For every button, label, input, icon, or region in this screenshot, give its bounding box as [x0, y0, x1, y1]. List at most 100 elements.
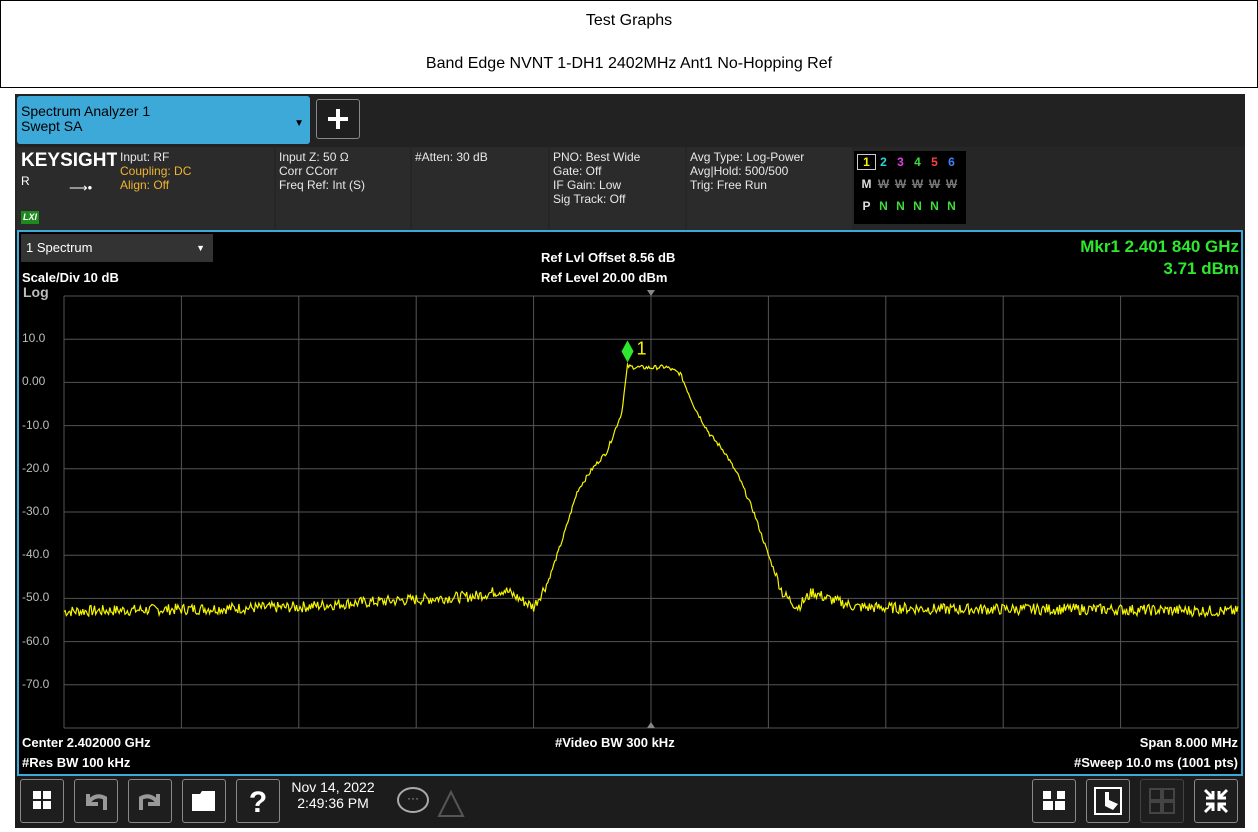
trace-mode: W	[911, 177, 924, 191]
page-subtitle: Band Edge NVNT 1-DH1 2402MHz Ant1 No-Hop…	[0, 41, 1258, 88]
trace-detector: N	[930, 199, 939, 213]
clock-date: Nov 14, 2022	[291, 779, 375, 795]
video-bw-label: #Video BW 300 kHz	[555, 735, 675, 750]
y-tick-label: -10.0	[22, 417, 50, 432]
windows-start-button[interactable]	[20, 779, 64, 823]
freq-ref-setting: Freq Ref: Int (S)	[279, 178, 366, 192]
trace-detector: N	[947, 199, 956, 213]
tab-mode: Swept SA	[21, 118, 83, 134]
svg-text:···: ···	[407, 791, 419, 805]
collapse-icon	[1203, 788, 1229, 814]
marker-number: 1	[637, 338, 647, 358]
analyzer-screenshot: Spectrum Analyzer 1 Swept SA ▼ KEYSIGHT …	[15, 94, 1245, 828]
center-freq-label: Center 2.402000 GHz	[22, 735, 151, 750]
brand-panel: KEYSIGHT R ⟶• LXI	[17, 147, 118, 230]
tab-bar: Spectrum Analyzer 1 Swept SA ▼	[15, 94, 1245, 147]
lxi-logo: LXI	[21, 211, 40, 224]
window-name: 1 Spectrum	[26, 240, 93, 255]
page-title: Test Graphs	[0, 0, 1258, 42]
avg-hold-setting: Avg|Hold: 500/500	[690, 164, 789, 178]
trace-number: 2	[880, 155, 887, 169]
spectrum-panel: 1 1 Spectrum ▼ Scale/Div 10 dB Log Ref L…	[17, 230, 1243, 776]
add-tab-button[interactable]	[316, 99, 360, 139]
trace-mode: M	[861, 177, 872, 191]
trace-mode: W	[928, 177, 941, 191]
grid-icon	[1149, 788, 1175, 814]
help-button[interactable]: ?	[236, 779, 280, 823]
undo-icon	[86, 794, 107, 810]
y-tick-label: -70.0	[22, 676, 50, 691]
marker-frequency: Mkr1 2.401 840 GHz	[1080, 237, 1239, 256]
remote-indicator: R	[21, 174, 30, 188]
spectrum-plot: 1	[63, 290, 1239, 729]
trace-number: 6	[948, 155, 955, 169]
input-setting: Input: RF	[120, 150, 170, 164]
marker-amplitude: 3.71 dBm	[1163, 259, 1239, 278]
avg-type-setting: Avg Type: Log-Power	[690, 150, 805, 164]
atten-setting: #Atten: 30 dB	[415, 150, 488, 164]
if-gain-setting: IF Gain: Low	[553, 178, 622, 192]
center-tick-bottom	[647, 722, 655, 728]
layout-button[interactable]	[1032, 779, 1076, 823]
trace-mode: W	[945, 177, 958, 191]
sig-track-setting: Sig Track: Off	[553, 192, 626, 206]
pno-setting: PNO: Best Wide	[553, 150, 641, 164]
impedance-settings[interactable]: Input Z: 50 Ω Corr CCorr Freq Ref: Int (…	[276, 147, 410, 230]
redo-button[interactable]	[128, 779, 172, 823]
help-icon: ?	[249, 786, 267, 819]
windows-icon	[33, 791, 51, 809]
zoom-button[interactable]	[1194, 779, 1238, 823]
marker-diamond	[621, 340, 634, 363]
scale-label: Scale/Div 10 dB	[22, 270, 119, 285]
y-tick-label: -60.0	[22, 633, 50, 648]
bottom-toolbar: ? Nov 14, 2022 2:49:36 PM ···	[15, 776, 1245, 828]
pno-settings[interactable]: PNO: Best Wide Gate: Off IF Gain: Low Si…	[550, 147, 685, 230]
touch-icon	[1094, 787, 1122, 815]
y-tick-label: -40.0	[22, 547, 50, 562]
corr-setting: Corr CCorr	[279, 164, 338, 178]
trace-detector: N	[896, 199, 905, 213]
trace-number: 1	[857, 154, 876, 170]
file-button[interactable]	[182, 779, 226, 823]
atten-settings[interactable]: #Atten: 30 dB	[412, 147, 548, 230]
multi-screen-button[interactable]	[1140, 779, 1184, 823]
tab-title: Spectrum Analyzer 1	[21, 103, 151, 119]
trace-number: 5	[931, 155, 938, 169]
clock-time: 2:49:36 PM	[297, 795, 369, 811]
trigger-setting: Trig: Free Run	[690, 178, 767, 192]
y-tick-label: -30.0	[22, 504, 50, 518]
dropdown-caret-icon: ▼	[196, 243, 205, 253]
ref-level-label: Ref Level 20.00 dBm	[541, 270, 668, 285]
touch-button[interactable]	[1086, 779, 1130, 823]
message-icons[interactable]: ···	[395, 782, 465, 822]
dropdown-caret-icon[interactable]: ▼	[294, 118, 304, 129]
res-bw-label: #Res BW 100 kHz	[22, 755, 131, 770]
warning-icon	[437, 789, 465, 817]
span-label: Span 8.000 MHz	[1139, 735, 1238, 750]
svg-text:?: ?	[249, 786, 267, 819]
log-label: Log	[23, 284, 49, 300]
trace-detector: P	[862, 199, 871, 213]
align-setting: Align: Off	[120, 178, 170, 192]
y-tick-label: 10.0	[22, 331, 46, 346]
analyzer-tab[interactable]: Spectrum Analyzer 1 Swept SA ▼	[17, 96, 310, 144]
ref-offset-label: Ref Lvl Offset 8.56 dB	[541, 250, 676, 265]
message-icon	[397, 787, 429, 813]
avg-settings[interactable]: Avg Type: Log-Power Avg|Hold: 500/500 Tr…	[687, 147, 852, 230]
layout-icon	[1043, 789, 1065, 813]
y-tick-label: -50.0	[22, 590, 50, 605]
undo-button[interactable]	[74, 779, 118, 823]
folder-icon	[192, 791, 215, 811]
center-tick-top	[647, 290, 655, 296]
input-arrow-icon: ⟶•	[69, 180, 93, 195]
input-z-setting: Input Z: 50 Ω	[279, 150, 349, 164]
trace-detector: N	[879, 199, 888, 213]
spectrum-trace	[63, 362, 1239, 619]
window-selector[interactable]: 1 Spectrum ▼	[21, 234, 213, 262]
input-settings[interactable]: Input: RF Coupling: DC Align: Off	[117, 147, 274, 230]
clock: Nov 14, 2022 2:49:36 PM	[281, 779, 385, 811]
